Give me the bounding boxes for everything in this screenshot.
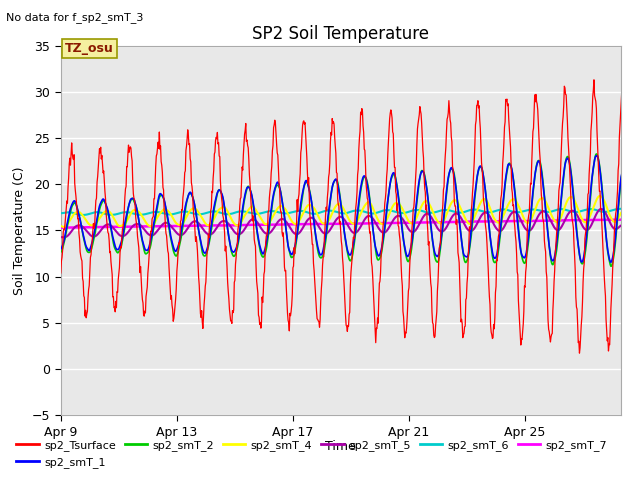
Text: TZ_osu: TZ_osu (65, 42, 114, 55)
X-axis label: Time: Time (325, 440, 356, 453)
Legend: sp2_Tsurface, sp2_smT_1, sp2_smT_2, sp2_smT_4, sp2_smT_5, sp2_smT_6, sp2_smT_7: sp2_Tsurface, sp2_smT_1, sp2_smT_2, sp2_… (12, 436, 612, 472)
Y-axis label: Soil Temperature (C): Soil Temperature (C) (13, 166, 26, 295)
Text: No data for f_sp2_smT_3: No data for f_sp2_smT_3 (6, 12, 144, 23)
Title: SP2 Soil Temperature: SP2 Soil Temperature (252, 24, 429, 43)
